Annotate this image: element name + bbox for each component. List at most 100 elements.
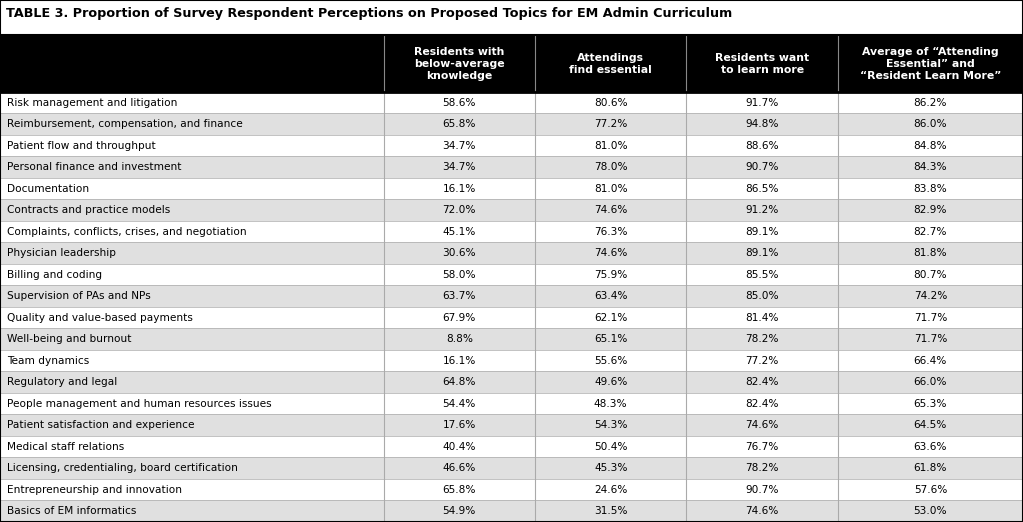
- Text: Regulatory and legal: Regulatory and legal: [7, 377, 118, 387]
- Text: Personal finance and investment: Personal finance and investment: [7, 162, 182, 172]
- Text: 31.5%: 31.5%: [594, 506, 627, 516]
- Bar: [0, 372, 1023, 393]
- Text: 58.0%: 58.0%: [443, 270, 476, 280]
- Bar: [0, 264, 1023, 286]
- Bar: [0, 0, 1023, 35]
- Text: 65.1%: 65.1%: [594, 334, 627, 344]
- Text: Patient flow and throughput: Patient flow and throughput: [7, 140, 155, 151]
- Text: Average of “Attending
Essential” and
“Resident Learn More”: Average of “Attending Essential” and “Re…: [859, 46, 1002, 81]
- Text: 94.8%: 94.8%: [746, 119, 779, 129]
- Text: 82.4%: 82.4%: [746, 377, 779, 387]
- Text: 74.2%: 74.2%: [914, 291, 947, 301]
- Text: Risk management and litigation: Risk management and litigation: [7, 98, 178, 108]
- Text: 89.1%: 89.1%: [746, 248, 779, 258]
- Text: Residents want
to learn more: Residents want to learn more: [715, 53, 809, 75]
- Text: 90.7%: 90.7%: [746, 485, 779, 495]
- Text: 54.3%: 54.3%: [594, 420, 627, 430]
- Text: 65.8%: 65.8%: [443, 485, 476, 495]
- Bar: [0, 501, 1023, 522]
- Bar: [0, 479, 1023, 501]
- Bar: [0, 92, 1023, 113]
- Text: 49.6%: 49.6%: [594, 377, 627, 387]
- Text: 76.3%: 76.3%: [594, 227, 627, 236]
- Bar: [0, 35, 1023, 92]
- Text: 74.6%: 74.6%: [594, 205, 627, 215]
- Text: 58.6%: 58.6%: [443, 98, 476, 108]
- Text: 90.7%: 90.7%: [746, 162, 779, 172]
- Text: 64.5%: 64.5%: [914, 420, 947, 430]
- Text: 74.6%: 74.6%: [746, 506, 779, 516]
- Text: 71.7%: 71.7%: [914, 313, 947, 323]
- Text: 85.0%: 85.0%: [746, 291, 779, 301]
- Text: 17.6%: 17.6%: [443, 420, 476, 430]
- Text: 81.4%: 81.4%: [746, 313, 779, 323]
- Text: 78.2%: 78.2%: [746, 334, 779, 344]
- Text: 54.4%: 54.4%: [443, 399, 476, 409]
- Text: 8.8%: 8.8%: [446, 334, 473, 344]
- Text: 74.6%: 74.6%: [746, 420, 779, 430]
- Text: Quality and value-based payments: Quality and value-based payments: [7, 313, 193, 323]
- Text: 74.6%: 74.6%: [594, 248, 627, 258]
- Text: Complaints, conflicts, crises, and negotiation: Complaints, conflicts, crises, and negot…: [7, 227, 247, 236]
- Text: 67.9%: 67.9%: [443, 313, 476, 323]
- Text: 55.6%: 55.6%: [594, 355, 627, 366]
- Text: 81.0%: 81.0%: [594, 184, 627, 194]
- Text: 63.6%: 63.6%: [914, 442, 947, 452]
- Text: 84.8%: 84.8%: [914, 140, 947, 151]
- Text: Contracts and practice models: Contracts and practice models: [7, 205, 171, 215]
- Bar: [0, 393, 1023, 414]
- Text: 78.2%: 78.2%: [746, 463, 779, 473]
- Text: 34.7%: 34.7%: [443, 140, 476, 151]
- Text: 46.6%: 46.6%: [443, 463, 476, 473]
- Text: 72.0%: 72.0%: [443, 205, 476, 215]
- Text: 91.7%: 91.7%: [746, 98, 779, 108]
- Bar: [0, 221, 1023, 242]
- Text: 88.6%: 88.6%: [746, 140, 779, 151]
- Bar: [0, 135, 1023, 157]
- Bar: [0, 113, 1023, 135]
- Text: 65.3%: 65.3%: [914, 399, 947, 409]
- Bar: [0, 307, 1023, 328]
- Bar: [0, 242, 1023, 264]
- Text: 86.0%: 86.0%: [914, 119, 947, 129]
- Bar: [0, 178, 1023, 199]
- Text: 76.7%: 76.7%: [746, 442, 779, 452]
- Text: 84.3%: 84.3%: [914, 162, 947, 172]
- Bar: [0, 414, 1023, 436]
- Text: Well-being and burnout: Well-being and burnout: [7, 334, 132, 344]
- Bar: [0, 457, 1023, 479]
- Text: 54.9%: 54.9%: [443, 506, 476, 516]
- Text: TABLE 3. Proportion of Survey Respondent Perceptions on Proposed Topics for EM A: TABLE 3. Proportion of Survey Respondent…: [6, 7, 732, 20]
- Text: 81.0%: 81.0%: [594, 140, 627, 151]
- Text: 50.4%: 50.4%: [594, 442, 627, 452]
- Text: 34.7%: 34.7%: [443, 162, 476, 172]
- Text: People management and human resources issues: People management and human resources is…: [7, 399, 272, 409]
- Text: 77.2%: 77.2%: [594, 119, 627, 129]
- Text: 40.4%: 40.4%: [443, 442, 476, 452]
- Text: 45.1%: 45.1%: [443, 227, 476, 236]
- Text: 83.8%: 83.8%: [914, 184, 947, 194]
- Text: 62.1%: 62.1%: [594, 313, 627, 323]
- Text: 61.8%: 61.8%: [914, 463, 947, 473]
- Text: 78.0%: 78.0%: [594, 162, 627, 172]
- Text: 66.4%: 66.4%: [914, 355, 947, 366]
- Text: 86.5%: 86.5%: [746, 184, 779, 194]
- Text: Licensing, credentialing, board certification: Licensing, credentialing, board certific…: [7, 463, 238, 473]
- Text: Basics of EM informatics: Basics of EM informatics: [7, 506, 136, 516]
- Bar: [0, 199, 1023, 221]
- Text: 80.6%: 80.6%: [594, 98, 627, 108]
- Text: 24.6%: 24.6%: [594, 485, 627, 495]
- Text: Patient satisfaction and experience: Patient satisfaction and experience: [7, 420, 194, 430]
- Text: 63.7%: 63.7%: [443, 291, 476, 301]
- Text: 66.0%: 66.0%: [914, 377, 947, 387]
- Text: 63.4%: 63.4%: [594, 291, 627, 301]
- Bar: [0, 286, 1023, 307]
- Text: 86.2%: 86.2%: [914, 98, 947, 108]
- Text: 45.3%: 45.3%: [594, 463, 627, 473]
- Text: Attendings
find essential: Attendings find essential: [570, 53, 652, 75]
- Text: Team dynamics: Team dynamics: [7, 355, 89, 366]
- Text: 82.7%: 82.7%: [914, 227, 947, 236]
- Text: Documentation: Documentation: [7, 184, 89, 194]
- Text: Reimbursement, compensation, and finance: Reimbursement, compensation, and finance: [7, 119, 242, 129]
- Text: 65.8%: 65.8%: [443, 119, 476, 129]
